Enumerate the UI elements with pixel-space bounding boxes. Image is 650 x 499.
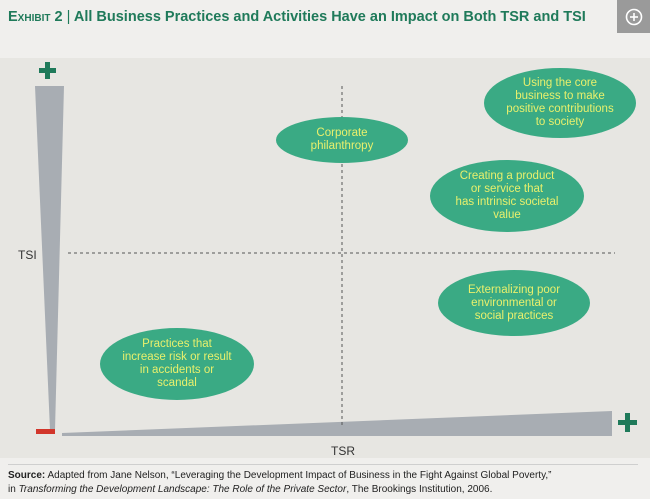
tsr-plus-icon [618, 413, 637, 432]
tsi-axis-wedge [35, 86, 64, 430]
tsi-axis-label: TSI [18, 248, 37, 262]
exhibit-label: Exhibit 2 [8, 9, 63, 25]
plus-circle-icon [625, 5, 643, 27]
source-text-2-prefix: in [8, 483, 19, 495]
source-note: Source: Adapted from Jane Nelson, “Lever… [8, 464, 638, 496]
bubble-core-business: Using the core business to make positive… [484, 68, 636, 138]
bubble-corporate-philanthropy: Corporate philanthropy [276, 117, 408, 163]
exhibit-title: Exhibit 2 | All Business Practices and A… [8, 7, 608, 27]
source-text-2-suffix: , The Brookings Institution, 2006. [346, 483, 493, 495]
source-text-1: Adapted from Jane Nelson, “Leveraging th… [45, 470, 552, 481]
title-separator: | [66, 9, 71, 25]
minus-icon [36, 429, 55, 434]
tsr-axis-label: TSR [331, 444, 355, 458]
title-text: All Business Practices and Activities Ha… [73, 9, 586, 25]
tsr-axis-wedge [62, 411, 612, 436]
bubble-product-service: Creating a product or service that has i… [430, 160, 584, 232]
source-label: Source: [8, 470, 46, 481]
bubble-risk-practices: Practices that increase risk or result i… [100, 328, 254, 400]
source-publication-title: Transforming the Development Landscape: … [18, 483, 347, 495]
tsi-plus-icon [39, 62, 56, 79]
expand-button[interactable] [617, 0, 650, 33]
bubble-externalizing: Externalizing poor environmental or soci… [438, 270, 590, 336]
